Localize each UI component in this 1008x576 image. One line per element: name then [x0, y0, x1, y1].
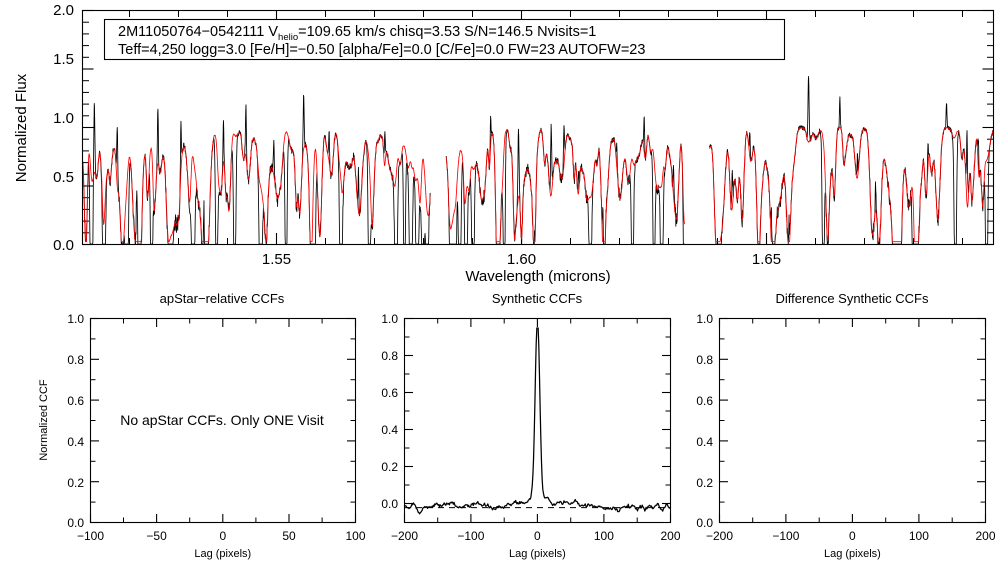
ccf-right-xtick-marks	[718, 318, 987, 523]
ytick-label: 0.4	[696, 435, 713, 449]
ytick-label: 1.0	[53, 110, 74, 127]
difference-synthetic-ccf-panel: Difference Synthetic CCFs 1.0 0.8 0.6 0.…	[696, 291, 996, 560]
xtick-label: 100	[345, 529, 365, 543]
ytick-label: 0.2	[67, 476, 84, 490]
ytick-label: 0.0	[67, 516, 84, 530]
xtick-label: 100	[909, 529, 929, 543]
xtick-label: 1.55	[262, 251, 291, 268]
spectrum-ytick-labels: 2.0 1.5 1.0 0.5 0.0	[53, 2, 74, 254]
xtick-label: 0	[219, 529, 226, 543]
ytick-label: 0.0	[53, 237, 74, 254]
infobox-line1-b: =109.65 km/s chisq=3.53 S/N=146.5 Nvisit…	[298, 24, 596, 40]
spectrum-xtick-labels: 1.55 1.60 1.65	[262, 251, 781, 268]
xtick-label: −200	[391, 529, 418, 543]
spectrum-panel: Normalized Flux 2.0 1.5 1.0 0.5 0.0	[13, 2, 995, 285]
ytick-label: 0.6	[67, 394, 84, 408]
ytick-label: 0.0	[381, 497, 398, 511]
xtick-label: 1.65	[752, 251, 781, 268]
observed-spectrum-line	[83, 76, 993, 244]
ytick-label: 0.4	[381, 423, 398, 437]
panel-title: Difference Synthetic CCFs	[776, 291, 929, 306]
ytick-label: 2.0	[53, 2, 74, 19]
ytick-label: 0.4	[67, 435, 84, 449]
ccf-left-xtick-minor	[123, 318, 323, 523]
synthetic-ccf-panel: Synthetic CCFs 1.0 0.8 0.6 0.4 0.2 0.0	[381, 291, 681, 560]
spectrum-ylabel: Normalized Flux	[13, 73, 30, 182]
ytick-label: 0.6	[696, 394, 713, 408]
infobox-line-2: Teff=4,250 logg=3.0 [Fe/H]=−0.50 [alpha/…	[118, 42, 645, 58]
ytick-label: 1.0	[381, 312, 398, 326]
ccf-mid-ytick-marks	[404, 317, 671, 505]
ytick-label: 1.5	[53, 51, 74, 68]
ccf-right-ytick-marks	[719, 317, 986, 524]
ccf-left-ytick-marks	[90, 317, 356, 524]
no-ccf-message: No apStar CCFs. Only ONE Visit	[120, 412, 324, 428]
panel-title: Synthetic CCFs	[492, 291, 583, 306]
ytick-label: 1.0	[67, 312, 84, 326]
ccf-left-xlabel: Lag (pixels)	[194, 548, 251, 560]
xtick-label: 100	[594, 529, 614, 543]
xtick-label: 200	[975, 529, 995, 543]
xtick-label: −100	[77, 529, 104, 543]
ccf-mid-frame	[403, 317, 672, 524]
xtick-label: −100	[772, 529, 799, 543]
ytick-label: 0.8	[381, 349, 398, 363]
infobox-line-1: 2M11050764−0542111 Vhelio=109.65 km/s ch…	[118, 24, 596, 43]
ccf-left-ytick-minor	[90, 338, 356, 503]
ccf-left-xtick-labels: −100 −50 0 50 100	[77, 529, 366, 543]
ccf-mid-xtick-labels: −200 −100 0 100 200	[391, 529, 681, 543]
infobox-line1-a: 2M11050764−0542111 V	[118, 24, 278, 40]
ytick-label: 0.2	[381, 460, 398, 474]
ccf-mid-xtick-minor	[437, 318, 638, 523]
xtick-label: 200	[660, 529, 680, 543]
xtick-label: 0	[534, 529, 541, 543]
ccf-left-xtick-marks	[89, 318, 357, 523]
ccf-left-ylabel: Normalized CCF	[38, 379, 50, 461]
xtick-label: 1.60	[507, 251, 536, 268]
ccf-mid-xlabel: Lag (pixels)	[509, 548, 566, 560]
ytick-label: 1.0	[696, 312, 713, 326]
ytick-label: 0.5	[53, 169, 74, 186]
apstar-relative-ccf-panel: apStar−relative CCFs Normalized CCF 1.0 …	[38, 291, 366, 560]
ccf-right-xtick-labels: −200 −100 0 100 200	[706, 529, 996, 543]
xtick-label: −200	[706, 529, 733, 543]
ytick-label: 0.6	[381, 386, 398, 400]
parameter-infobox: 2M11050764−0542111 Vhelio=109.65 km/s ch…	[103, 18, 786, 61]
ytick-label: 0.2	[696, 476, 713, 490]
ccf-right-xtick-minor	[752, 318, 953, 523]
infobox-line1-subscript: helio	[278, 32, 298, 43]
ccf-mid-ytick-minor	[404, 336, 671, 486]
xtick-label: −100	[457, 529, 484, 543]
synthetic-spectrum-line	[83, 126, 993, 243]
ccf-right-xlabel: Lag (pixels)	[824, 548, 881, 560]
synthetic-ccf-line	[405, 327, 670, 515]
panel-title: apStar−relative CCFs	[160, 291, 285, 306]
spectrum-ytick-minor	[82, 21, 994, 234]
ccf-right-frame	[718, 317, 987, 524]
ytick-label: 0.0	[696, 516, 713, 530]
ccf-mid-xtick-marks	[403, 318, 672, 523]
ccf-mid-ytick-labels: 1.0 0.8 0.6 0.4 0.2 0.0	[381, 312, 398, 511]
xtick-label: 0	[849, 529, 856, 543]
ccf-right-ytick-minor	[719, 338, 986, 503]
spectrum-xlabel: Wavelength (microns)	[465, 268, 610, 285]
xtick-label: 50	[282, 529, 296, 543]
ccf-right-ytick-labels: 1.0 0.8 0.6 0.4 0.2 0.0	[696, 312, 713, 530]
ytick-label: 0.8	[67, 353, 84, 367]
xtick-label: −50	[146, 529, 167, 543]
ccf-left-ytick-labels: 1.0 0.8 0.6 0.4 0.2 0.0	[67, 312, 84, 530]
ytick-label: 0.8	[696, 353, 713, 367]
